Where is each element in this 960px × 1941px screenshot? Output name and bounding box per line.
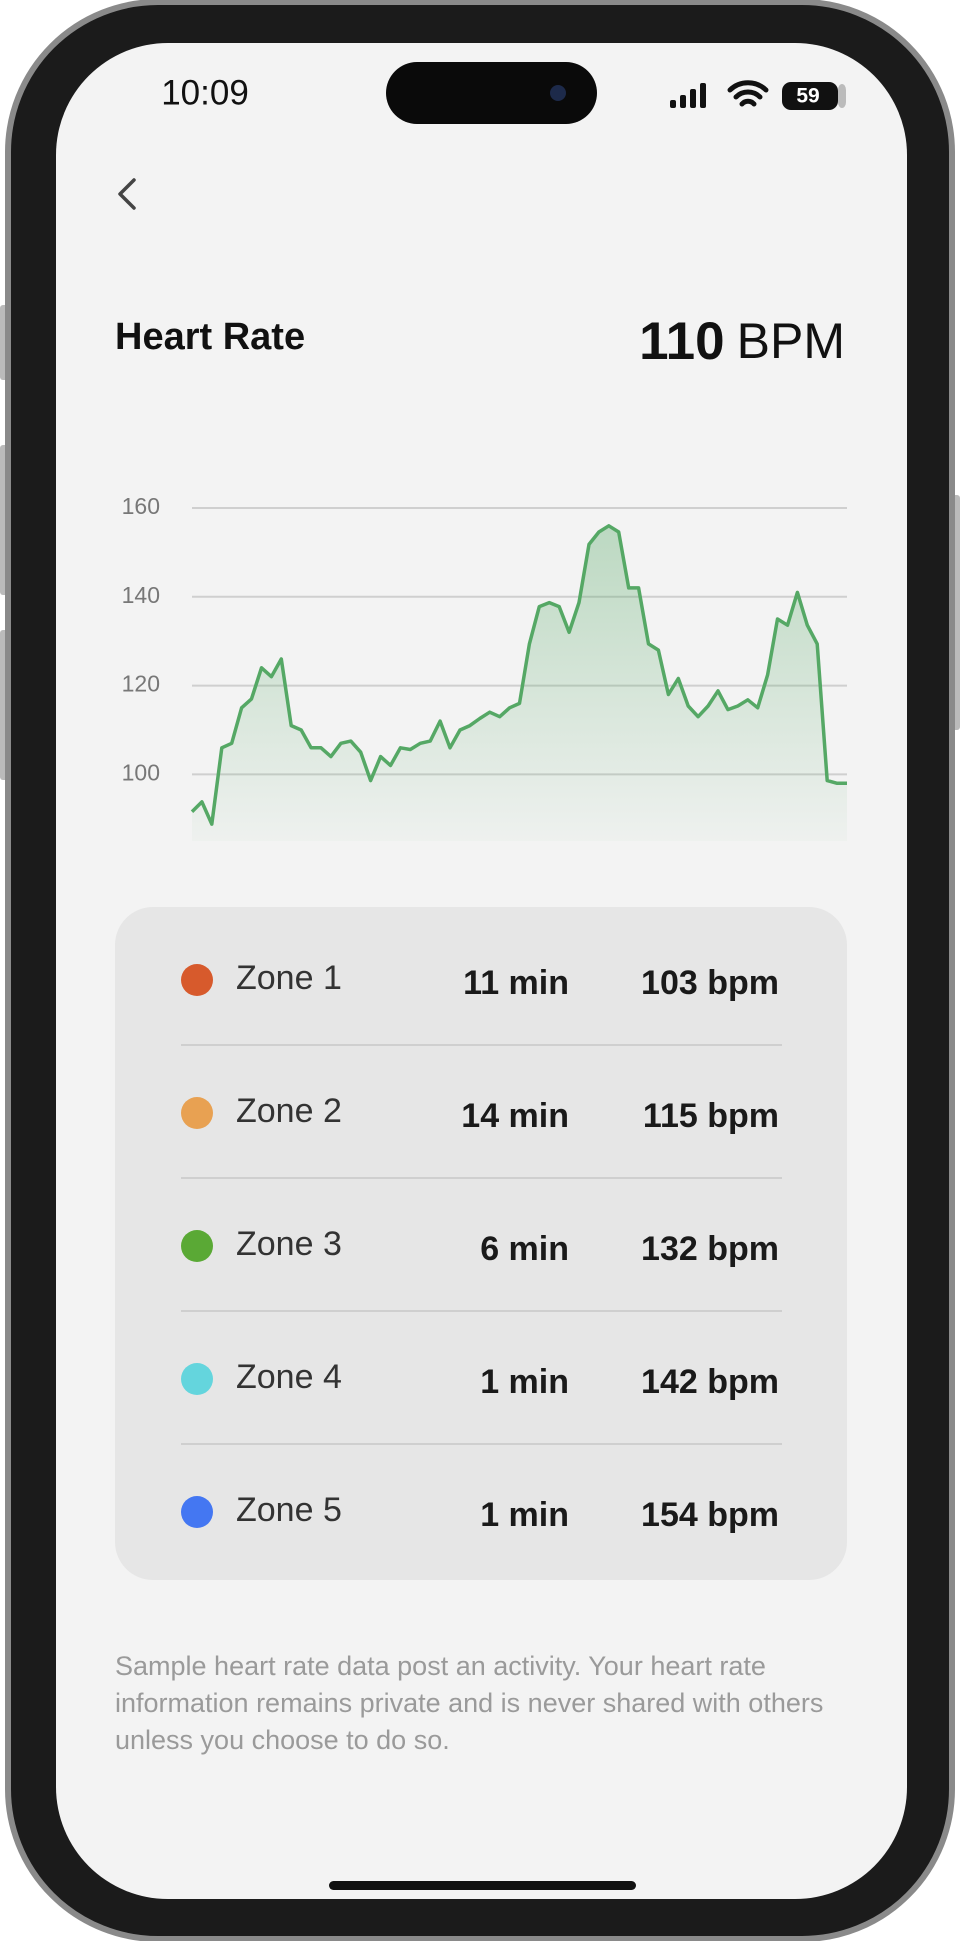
clock: 10:09	[161, 73, 249, 112]
page-title: Heart Rate	[115, 316, 305, 358]
zone-dot	[181, 964, 213, 996]
zone-duration: 14 min	[461, 1097, 569, 1135]
zone-dot	[181, 1097, 213, 1129]
heart-rate-line	[190, 524, 847, 826]
zone-name: Zone 5	[236, 1491, 342, 1529]
chart: 100 120 140 160	[122, 493, 847, 841]
zone-name: Zone 4	[236, 1358, 342, 1396]
zones-list: Zone 1 11 min 103 bpm Zone 2 14 min 115 bpm Zo…	[181, 959, 782, 1534]
y-tick-label: 120	[122, 671, 160, 697]
zone-name: Zone 2	[236, 1092, 342, 1130]
y-tick-label: 140	[122, 582, 160, 608]
footnote: Sample heart rate data post an activity.…	[115, 1651, 824, 1755]
dynamic-island	[386, 62, 597, 124]
area-fill	[192, 525, 847, 841]
zone-duration: 1 min	[480, 1496, 569, 1534]
home-indicator	[329, 1881, 636, 1890]
y-tick-label: 160	[122, 493, 160, 519]
zone-duration: 6 min	[480, 1230, 569, 1268]
zone-duration: 1 min	[480, 1363, 569, 1401]
rate-unit: BPM	[737, 313, 845, 369]
zones-card	[115, 907, 847, 1580]
zone-average: 103 bpm	[641, 964, 779, 1002]
zone-dot	[181, 1496, 213, 1528]
zone-dot	[181, 1230, 213, 1262]
battery-level: 59	[796, 85, 819, 108]
camera	[550, 85, 566, 101]
zone-name: Zone 3	[236, 1225, 342, 1263]
battery-empty	[838, 84, 846, 108]
wifi-icon	[727, 80, 769, 107]
zone-average: 154 bpm	[641, 1496, 779, 1534]
current-rate: 110 BPM	[639, 312, 845, 371]
battery-icon	[782, 82, 838, 110]
rate-value: 110	[639, 312, 725, 371]
back-button[interactable]	[118, 178, 136, 210]
zone-dot	[181, 1363, 213, 1395]
signal-icon	[670, 83, 706, 108]
y-tick-label: 100	[122, 759, 160, 785]
zone-average: 142 bpm	[641, 1363, 779, 1401]
zone-average: 132 bpm	[641, 1230, 779, 1268]
zone-average: 115 bpm	[643, 1097, 779, 1135]
zone-duration: 11 min	[463, 964, 569, 1002]
zone-name: Zone 1	[236, 959, 342, 997]
